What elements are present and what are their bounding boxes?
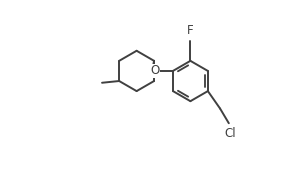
Text: F: F [187, 24, 194, 37]
Text: O: O [150, 64, 160, 77]
Text: Cl: Cl [225, 127, 236, 140]
